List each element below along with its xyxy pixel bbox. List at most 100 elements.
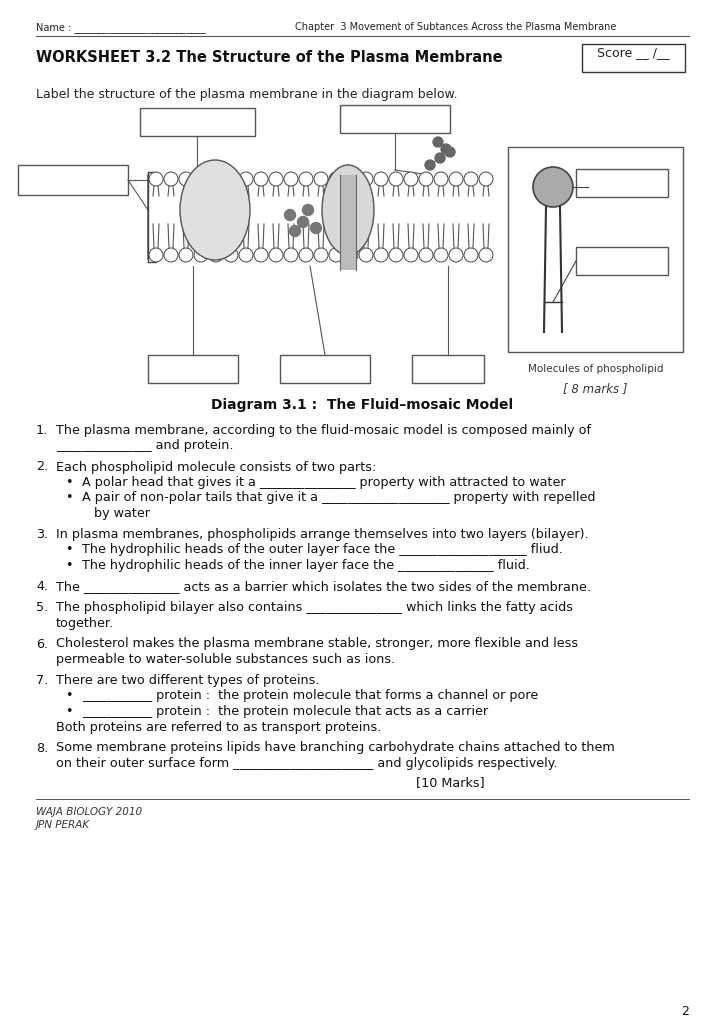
- Text: on their outer surface form ______________________ and glycolipids respectively.: on their outer surface form ____________…: [56, 757, 558, 770]
- Circle shape: [479, 248, 493, 262]
- Text: •: •: [65, 559, 72, 572]
- Text: Cholesterol makes the plasma membrane stable, stronger, more flexible and less: Cholesterol makes the plasma membrane st…: [56, 638, 578, 650]
- Bar: [576, 247, 668, 275]
- Text: 8.: 8.: [36, 741, 49, 755]
- Circle shape: [209, 172, 223, 186]
- Circle shape: [194, 248, 208, 262]
- Circle shape: [314, 248, 328, 262]
- Circle shape: [239, 172, 253, 186]
- Circle shape: [435, 153, 445, 163]
- Circle shape: [329, 172, 343, 186]
- Text: The hydrophilic heads of the inner layer face the _______________ fluid.: The hydrophilic heads of the inner layer…: [82, 559, 530, 572]
- Circle shape: [224, 248, 238, 262]
- Text: Some membrane proteins lipids have branching carbohydrate chains attached to the: Some membrane proteins lipids have branc…: [56, 741, 615, 755]
- Bar: [18, 165, 128, 195]
- Circle shape: [209, 248, 223, 262]
- Text: 7.: 7.: [36, 674, 49, 687]
- Circle shape: [299, 248, 313, 262]
- Text: Both proteins are referred to as transport proteins.: Both proteins are referred to as transpo…: [56, 721, 381, 733]
- Text: 4.: 4.: [36, 580, 48, 593]
- Circle shape: [254, 172, 268, 186]
- Circle shape: [344, 172, 358, 186]
- Circle shape: [419, 172, 433, 186]
- Circle shape: [284, 248, 298, 262]
- Text: •: •: [65, 544, 72, 556]
- Circle shape: [164, 172, 178, 186]
- Ellipse shape: [322, 165, 374, 255]
- Text: Name : ___________________________: Name : ___________________________: [36, 22, 206, 33]
- Circle shape: [359, 172, 373, 186]
- Text: ___________ protein :  the protein molecule that forms a channel or pore: ___________ protein : the protein molecu…: [82, 689, 538, 702]
- Text: A pair of non-polar tails that give it a ____________________ property with repe: A pair of non-polar tails that give it a…: [82, 492, 595, 505]
- Text: •: •: [65, 705, 72, 718]
- Circle shape: [329, 248, 343, 262]
- Circle shape: [419, 248, 433, 262]
- Text: The phospholipid bilayer also contains _______________ which links the fatty aci: The phospholipid bilayer also contains _…: [56, 601, 573, 614]
- Circle shape: [302, 205, 313, 215]
- Circle shape: [404, 172, 418, 186]
- Circle shape: [194, 172, 208, 186]
- Circle shape: [479, 172, 493, 186]
- Circle shape: [149, 172, 163, 186]
- Circle shape: [149, 248, 163, 262]
- Circle shape: [224, 172, 238, 186]
- Text: permeable to water-soluble substances such as ions.: permeable to water-soluble substances su…: [56, 653, 395, 666]
- Circle shape: [284, 172, 298, 186]
- Bar: [140, 108, 255, 136]
- Text: [10 Marks]: [10 Marks]: [415, 776, 484, 790]
- Text: 6.: 6.: [36, 638, 48, 650]
- Circle shape: [344, 248, 358, 262]
- Circle shape: [269, 248, 283, 262]
- Circle shape: [433, 137, 443, 147]
- Text: Molecules of phospholipid: Molecules of phospholipid: [528, 364, 663, 374]
- Circle shape: [389, 172, 403, 186]
- Circle shape: [404, 248, 418, 262]
- Circle shape: [374, 172, 388, 186]
- Text: In plasma membranes, phospholipids arrange themselves into two layers (bilayer).: In plasma membranes, phospholipids arran…: [56, 528, 589, 541]
- Text: The _______________ acts as a barrier which isolates the two sides of the membra: The _______________ acts as a barrier wh…: [56, 580, 591, 593]
- Circle shape: [284, 210, 296, 220]
- Bar: [508, 147, 683, 352]
- Text: 1.: 1.: [36, 424, 49, 437]
- Text: Each phospholipid molecule consists of two parts:: Each phospholipid molecule consists of t…: [56, 461, 376, 473]
- Circle shape: [179, 248, 193, 262]
- Text: Score __ /__: Score __ /__: [597, 46, 669, 59]
- Text: together.: together.: [56, 616, 114, 630]
- Circle shape: [254, 248, 268, 262]
- Circle shape: [310, 222, 321, 233]
- Text: •: •: [65, 476, 72, 489]
- Text: 3.: 3.: [36, 528, 49, 541]
- Circle shape: [441, 144, 451, 154]
- Text: 2: 2: [681, 1005, 689, 1018]
- Circle shape: [449, 172, 463, 186]
- Circle shape: [389, 248, 403, 262]
- Text: •: •: [65, 492, 72, 505]
- Circle shape: [269, 172, 283, 186]
- Text: A polar head that gives it a _______________ property with attracted to water: A polar head that gives it a ___________…: [82, 476, 566, 489]
- Text: 2.: 2.: [36, 461, 48, 473]
- Circle shape: [445, 147, 455, 157]
- Bar: [412, 355, 484, 383]
- Circle shape: [359, 248, 373, 262]
- Text: The hydrophilic heads of the outer layer face the ____________________ fliud.: The hydrophilic heads of the outer layer…: [82, 544, 563, 556]
- Text: There are two different types of proteins.: There are two different types of protein…: [56, 674, 320, 687]
- Text: •: •: [65, 689, 72, 702]
- Bar: [280, 355, 370, 383]
- Circle shape: [299, 172, 313, 186]
- Text: The plasma membrane, according to the fluid-mosaic model is composed mainly of: The plasma membrane, according to the fl…: [56, 424, 591, 437]
- Circle shape: [449, 248, 463, 262]
- Circle shape: [464, 172, 478, 186]
- Circle shape: [464, 248, 478, 262]
- Circle shape: [297, 216, 309, 227]
- Circle shape: [164, 248, 178, 262]
- Circle shape: [434, 248, 448, 262]
- Bar: [340, 175, 356, 270]
- Circle shape: [239, 248, 253, 262]
- Text: Diagram 3.1 :  The Fluid–mosaic Model: Diagram 3.1 : The Fluid–mosaic Model: [211, 398, 513, 412]
- Text: JPN PERAK: JPN PERAK: [36, 820, 90, 830]
- Bar: [340, 105, 450, 133]
- Circle shape: [533, 167, 573, 207]
- Text: _______________ and protein.: _______________ and protein.: [56, 439, 233, 453]
- Bar: [582, 44, 685, 72]
- Circle shape: [179, 172, 193, 186]
